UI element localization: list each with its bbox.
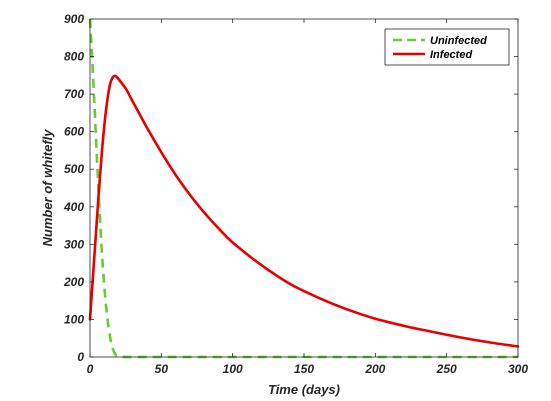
y-tick-label: 200 bbox=[63, 275, 84, 289]
x-tick-label: 150 bbox=[294, 362, 314, 376]
legend-label-infected: Infected bbox=[430, 49, 472, 61]
x-tick-label: 50 bbox=[155, 362, 169, 376]
x-tick-label: 100 bbox=[223, 362, 243, 376]
y-tick-label: 800 bbox=[64, 50, 84, 64]
y-axis-label: Number of whitefly bbox=[40, 129, 55, 247]
y-tick-label: 700 bbox=[64, 87, 84, 101]
plot-area bbox=[90, 19, 518, 357]
y-tick-label: 600 bbox=[64, 125, 84, 139]
x-tick-label: 300 bbox=[508, 362, 528, 376]
series-line-infected bbox=[88, 74, 520, 348]
x-tick-label: 200 bbox=[364, 362, 385, 376]
tick-layer: 0 50 100 150 200 250 300 0 100 200 300 400 500 600 700… bbox=[63, 12, 528, 376]
y-tick-label: 0 bbox=[77, 350, 84, 364]
x-tick-label: 250 bbox=[436, 362, 457, 376]
y-tick-label: 500 bbox=[64, 162, 84, 176]
y-tick-label: 400 bbox=[63, 200, 84, 214]
y-tick-label: 300 bbox=[64, 237, 84, 251]
x-axis-label: Time (days) bbox=[268, 382, 340, 397]
legend-label-uninfected: Uninfected bbox=[430, 35, 487, 47]
y-tick-label: 900 bbox=[64, 12, 84, 26]
legend: Uninfected Infected bbox=[384, 28, 510, 66]
x-tick-label: 0 bbox=[87, 362, 94, 376]
legend-box bbox=[384, 28, 510, 66]
y-tick-label: 100 bbox=[64, 312, 84, 326]
